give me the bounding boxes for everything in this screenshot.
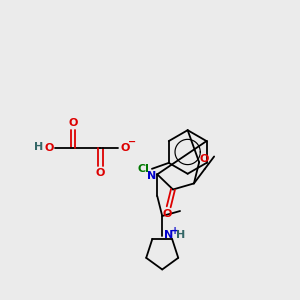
Text: H: H [176, 230, 186, 240]
Text: Cl: Cl [137, 164, 149, 174]
Text: O: O [44, 143, 54, 153]
Text: O: O [121, 143, 130, 153]
Text: O: O [68, 118, 77, 128]
Text: −: − [128, 137, 136, 147]
Text: O: O [199, 154, 208, 164]
Text: N: N [147, 171, 156, 181]
Text: H: H [34, 142, 44, 152]
Text: +: + [171, 226, 179, 236]
Text: O: O [162, 208, 172, 218]
Text: O: O [96, 168, 105, 178]
Text: N: N [164, 230, 173, 240]
